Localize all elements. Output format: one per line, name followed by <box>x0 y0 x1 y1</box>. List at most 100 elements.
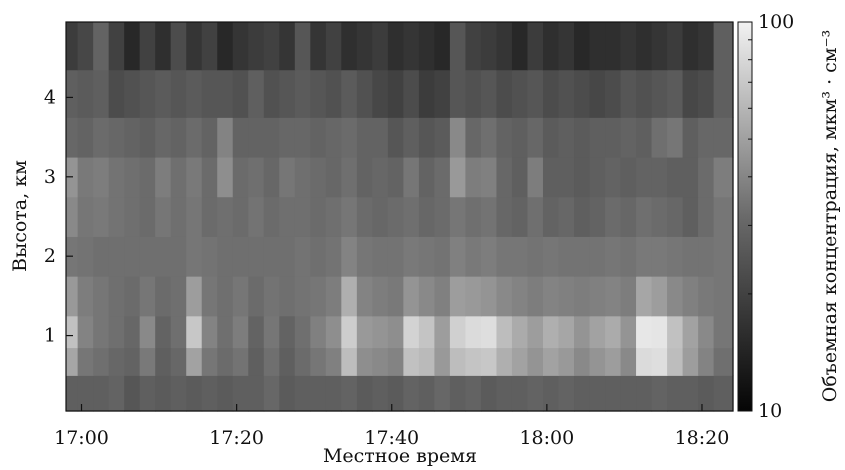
heatmap-cell <box>310 236 327 277</box>
heatmap-cell <box>124 69 141 118</box>
heatmap-cell <box>589 156 606 198</box>
heatmap-cell <box>93 69 110 118</box>
heatmap-cell <box>574 347 591 376</box>
heatmap-cell <box>201 22 218 71</box>
heatmap-cell <box>574 196 591 237</box>
heatmap-cell <box>93 236 110 277</box>
heatmap-cell <box>558 22 575 71</box>
heatmap-cell <box>387 236 404 277</box>
heatmap-cell <box>511 375 529 412</box>
heatmap-cell <box>667 69 684 118</box>
heatmap-cell <box>325 196 342 237</box>
heatmap-cell <box>480 69 498 118</box>
heatmap-cell <box>186 347 203 376</box>
heatmap-cell <box>124 22 141 71</box>
heatmap-cell <box>574 22 591 71</box>
heatmap-cell <box>93 315 110 349</box>
heatmap-cell <box>620 276 637 317</box>
heatmap-cell <box>636 117 653 158</box>
heatmap-cell <box>341 22 358 71</box>
heatmap-cell <box>139 276 156 317</box>
heatmap-cell <box>170 69 187 118</box>
heatmap-cell <box>186 196 203 237</box>
heatmap-cell <box>155 69 172 118</box>
x-tick-label: 17:20 <box>209 427 264 449</box>
heatmap-cell <box>651 276 668 317</box>
heatmap-cell <box>124 236 141 277</box>
heatmap-cell <box>682 315 699 349</box>
y-tick-label: 1 <box>44 325 56 347</box>
heatmap-cell <box>201 117 218 158</box>
heatmap-cell <box>356 347 373 376</box>
heatmap-cell <box>651 347 668 376</box>
heatmap-cell <box>372 69 389 118</box>
heatmap-cell <box>170 117 187 158</box>
heatmap-cell <box>93 276 110 317</box>
heatmap-cell <box>651 156 668 198</box>
heatmap-cell <box>636 347 653 376</box>
heatmap-cell <box>124 117 141 158</box>
heatmap-cell <box>248 276 265 317</box>
heatmap-cell <box>449 347 467 376</box>
heatmap-cell <box>356 236 373 277</box>
heatmap-cell <box>387 196 404 237</box>
heatmap-cell <box>449 69 467 118</box>
heatmap-cell <box>155 347 172 376</box>
heatmap-cell <box>341 117 358 158</box>
heatmap-cell <box>77 236 94 277</box>
heatmap-cell <box>186 156 203 198</box>
heatmap-cell <box>139 347 156 376</box>
heatmap-cell <box>480 375 498 412</box>
heatmap-cell <box>170 236 187 277</box>
heatmap-cell <box>698 117 715 158</box>
heatmap-cell <box>667 347 684 376</box>
heatmap-cell <box>527 315 544 349</box>
y-tick-label: 4 <box>44 86 56 108</box>
heatmap-cell <box>698 347 715 376</box>
heatmap-cell <box>651 375 668 412</box>
heatmap-cell <box>465 156 482 198</box>
heatmap-cell <box>698 22 715 71</box>
heatmap-cell <box>558 156 575 198</box>
heatmap-cell <box>636 276 653 317</box>
heatmap-cell <box>66 347 79 376</box>
heatmap-cell <box>574 236 591 277</box>
heatmap-cell <box>605 236 622 277</box>
heatmap-cell <box>124 347 141 376</box>
heatmap-cell <box>93 156 110 198</box>
heatmap-cell <box>263 276 280 317</box>
heatmap-cell <box>574 69 591 118</box>
heatmap-cell <box>465 347 482 376</box>
plot-frame <box>65 21 734 412</box>
heatmap-cell <box>248 156 265 198</box>
heatmap-cell <box>527 22 544 71</box>
heatmap-cell <box>310 196 327 237</box>
heatmap-cell <box>294 236 311 277</box>
heatmap-cell <box>232 347 249 376</box>
heatmap-cell <box>636 22 653 71</box>
heatmap-cell <box>418 236 435 277</box>
heatmap-cell <box>636 69 653 118</box>
heatmap-cell <box>279 22 296 71</box>
heatmap-cell <box>651 117 668 158</box>
heatmap-cell <box>263 375 280 412</box>
heatmap-cell <box>232 196 249 237</box>
heatmap-cell <box>139 315 156 349</box>
heatmap-cell <box>387 69 404 118</box>
heatmap-cell <box>186 69 203 118</box>
heatmap-cell <box>248 69 265 118</box>
heatmap-cell <box>403 196 420 237</box>
heatmap-cell <box>294 69 311 118</box>
heatmap-cell <box>511 22 529 71</box>
heatmap-cell <box>589 347 606 376</box>
heatmap-cell <box>651 22 668 71</box>
heatmap-cell <box>465 315 482 349</box>
heatmap-cell <box>387 156 404 198</box>
heatmap-cell <box>356 276 373 317</box>
heatmap-cell <box>465 69 482 118</box>
heatmap-cell <box>682 236 699 277</box>
heatmap-cell <box>605 117 622 158</box>
y-axis-ticks: 1 2 3 4 <box>44 86 73 347</box>
heatmap-cell <box>620 347 637 376</box>
x-axis-ticks: 17:00 17:20 17:40 18:00 18:20 <box>54 404 729 449</box>
